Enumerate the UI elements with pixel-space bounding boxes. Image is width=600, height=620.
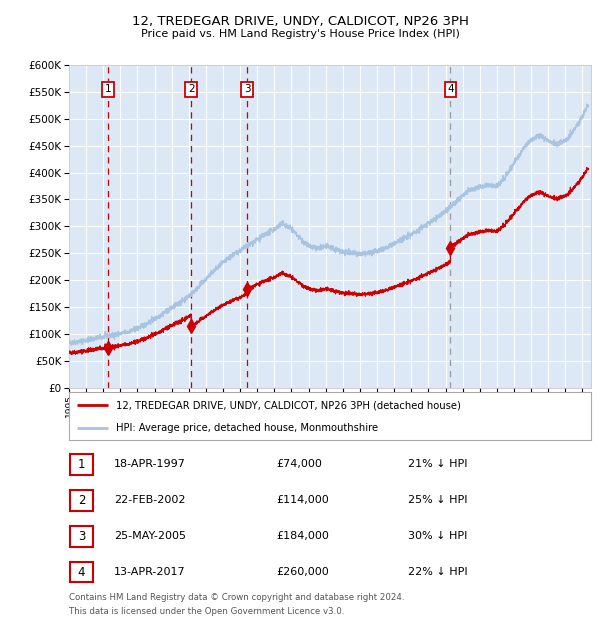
Text: £184,000: £184,000 [276, 531, 329, 541]
Text: 22-FEB-2002: 22-FEB-2002 [114, 495, 185, 505]
Text: 3: 3 [244, 84, 250, 94]
Text: 13-APR-2017: 13-APR-2017 [114, 567, 185, 577]
Text: 1: 1 [78, 458, 85, 471]
Text: 25-MAY-2005: 25-MAY-2005 [114, 531, 186, 541]
Text: Contains HM Land Registry data © Crown copyright and database right 2024.: Contains HM Land Registry data © Crown c… [69, 593, 404, 603]
Text: 30% ↓ HPI: 30% ↓ HPI [408, 531, 467, 541]
Text: 12, TREDEGAR DRIVE, UNDY, CALDICOT, NP26 3PH (detached house): 12, TREDEGAR DRIVE, UNDY, CALDICOT, NP26… [116, 401, 461, 410]
Text: 22% ↓ HPI: 22% ↓ HPI [408, 567, 467, 577]
Text: 3: 3 [78, 530, 85, 542]
Text: 4: 4 [78, 566, 85, 578]
Text: £74,000: £74,000 [276, 459, 322, 469]
Text: 2: 2 [78, 494, 85, 507]
Text: 18-APR-1997: 18-APR-1997 [114, 459, 186, 469]
Text: This data is licensed under the Open Government Licence v3.0.: This data is licensed under the Open Gov… [69, 607, 344, 616]
Text: 12, TREDEGAR DRIVE, UNDY, CALDICOT, NP26 3PH: 12, TREDEGAR DRIVE, UNDY, CALDICOT, NP26… [131, 16, 469, 29]
Text: HPI: Average price, detached house, Monmouthshire: HPI: Average price, detached house, Monm… [116, 423, 378, 433]
Text: £114,000: £114,000 [276, 495, 329, 505]
Text: 25% ↓ HPI: 25% ↓ HPI [408, 495, 467, 505]
Text: 1: 1 [105, 84, 112, 94]
Text: 21% ↓ HPI: 21% ↓ HPI [408, 459, 467, 469]
Text: £260,000: £260,000 [276, 567, 329, 577]
Text: Price paid vs. HM Land Registry's House Price Index (HPI): Price paid vs. HM Land Registry's House … [140, 29, 460, 39]
Text: 4: 4 [447, 84, 454, 94]
Text: 2: 2 [188, 84, 194, 94]
